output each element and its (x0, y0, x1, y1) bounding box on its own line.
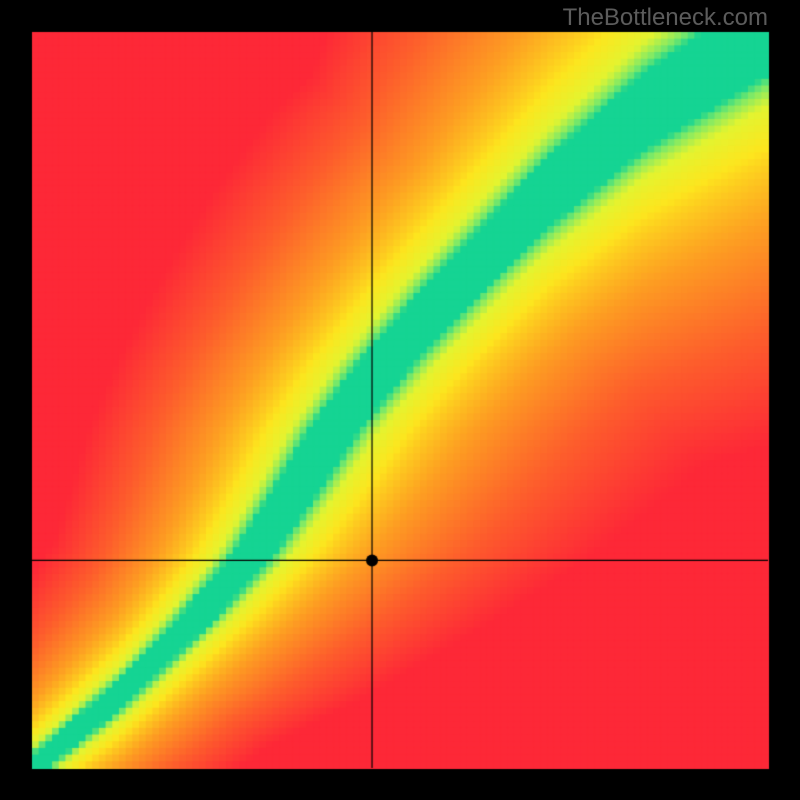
bottleneck-heatmap (0, 0, 800, 800)
watermark-text: TheBottleneck.com (563, 4, 768, 32)
